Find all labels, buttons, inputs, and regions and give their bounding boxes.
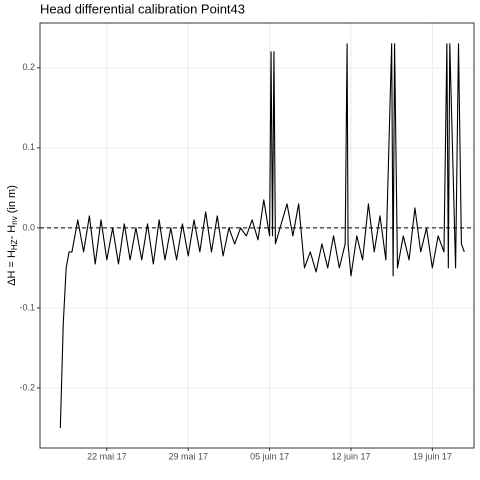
panel-border <box>39 22 475 449</box>
y-tick-label: -0.1 <box>19 302 35 312</box>
y-axis-label-part: HZ <box>10 239 19 250</box>
y-tick-label: 0.1 <box>22 142 35 152</box>
y-axis-label-part: nv <box>10 216 19 224</box>
y-tick-label: 0.2 <box>22 62 35 72</box>
y-axis-label-part: (in m) <box>6 185 18 216</box>
x-tick-label: 22 mai 17 <box>87 451 127 461</box>
x-tick-label: 19 juin 17 <box>413 451 452 461</box>
y-axis-label-part: ΔH = H <box>6 250 18 286</box>
y-tick-label: 0.0 <box>22 222 35 232</box>
y-axis-label-part: - H <box>6 225 18 240</box>
y-axis-label: ΔH = HHZ- Hnv (in m) <box>6 185 19 286</box>
y-tick-label: -0.2 <box>19 382 35 392</box>
x-tick-label: 29 mai 17 <box>168 451 208 461</box>
data-line <box>59 43 465 429</box>
chart-title: Head differential calibration Point43 <box>40 1 245 16</box>
x-tick-label: 05 juin 17 <box>250 451 289 461</box>
x-tick-label: 12 juin 17 <box>331 451 370 461</box>
